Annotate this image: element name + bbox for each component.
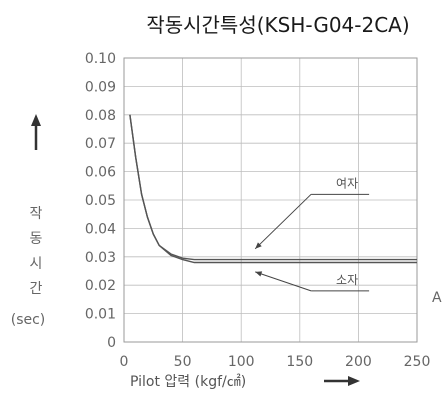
series-lines bbox=[129, 114, 417, 264]
y-label-char-4: 간 bbox=[30, 281, 43, 297]
y-axis-label: 작 동 시 간 (sec) bbox=[11, 114, 46, 328]
series-line-2 bbox=[129, 114, 417, 264]
y-tick-label: 0.03 bbox=[85, 250, 116, 266]
x-tick-labels: 0 50 100 150 200 250 bbox=[120, 354, 431, 370]
x-axis-arrowhead bbox=[348, 376, 360, 386]
annotation-label-1: 여자 bbox=[336, 176, 358, 190]
x-tick-label: 50 bbox=[174, 354, 192, 370]
y-label-char-3: 시 bbox=[30, 256, 43, 272]
y-tick-label: 0.08 bbox=[85, 108, 116, 124]
x-tick-label: 250 bbox=[404, 354, 431, 370]
annotation-pointer bbox=[254, 193, 312, 250]
annotation-label-2: 소자 bbox=[336, 273, 358, 287]
grid bbox=[123, 57, 418, 343]
y-tick-label: 0.06 bbox=[85, 165, 116, 181]
y-tick-label: 0.09 bbox=[85, 79, 116, 95]
chart-title: 작동시간특성(KSH-G04-2CA) bbox=[146, 13, 409, 37]
annotation-arrowhead bbox=[255, 271, 263, 277]
y-tick-label: 0.05 bbox=[85, 193, 116, 209]
series-line-1 bbox=[129, 114, 417, 261]
y-tick-label: 0.07 bbox=[85, 136, 116, 152]
x-tick-label: 200 bbox=[345, 354, 372, 370]
x-axis-label: Pilot 압력 (kgf/㎠) bbox=[130, 374, 246, 390]
y-label-unit: (sec) bbox=[11, 312, 46, 328]
y-tick-label: 0.04 bbox=[85, 221, 116, 237]
y-axis-arrowhead bbox=[31, 114, 41, 126]
plot-frame bbox=[123, 57, 418, 343]
y-tick-label: 0.10 bbox=[85, 51, 116, 67]
annotation-pointer bbox=[255, 271, 312, 292]
x-tick-label: 150 bbox=[286, 354, 313, 370]
y-label-char-2: 동 bbox=[30, 231, 43, 247]
y-tick-label: 0 bbox=[107, 335, 116, 351]
x-tick-label: 100 bbox=[228, 354, 255, 370]
edge-letter: A bbox=[432, 290, 442, 306]
y-tick-labels: 0 0.01 0.02 0.03 0.04 0.05 0.06 0.07 0.08 0.09 0.1… bbox=[85, 51, 116, 351]
y-tick-label: 0.02 bbox=[85, 278, 116, 294]
y-tick-label: 0.01 bbox=[85, 307, 116, 323]
x-tick-label: 0 bbox=[120, 354, 129, 370]
y-label-char-1: 작 bbox=[30, 206, 43, 222]
annotation-arrowhead bbox=[255, 242, 262, 249]
